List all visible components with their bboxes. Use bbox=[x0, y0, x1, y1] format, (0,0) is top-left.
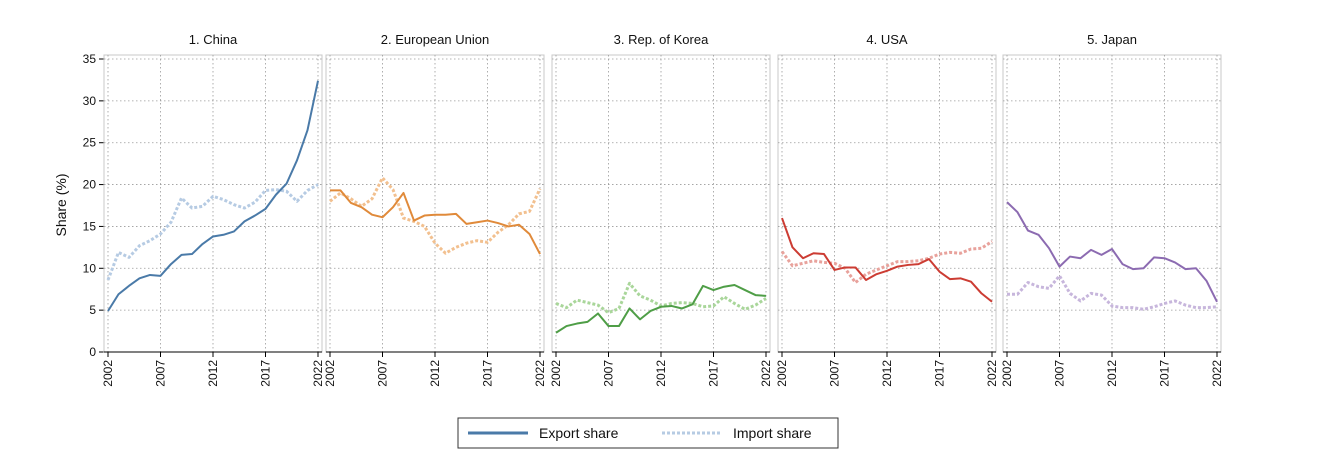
x-tick-label: 2007 bbox=[376, 360, 390, 387]
panel-3: 3. Rep. of Korea 2002 2007 2012 2017 2022 bbox=[549, 32, 773, 387]
export-share-line bbox=[330, 189, 541, 255]
panel-title: 4. USA bbox=[866, 32, 908, 47]
legend-import-label: Import share bbox=[733, 425, 812, 441]
y-axis: 0 5 10 15 20 25 30 35 bbox=[83, 52, 105, 359]
export-share-line bbox=[1006, 201, 1218, 303]
legend: Export share Import share bbox=[457, 417, 839, 449]
x-tick-label: 2002 bbox=[549, 360, 563, 387]
x-tick-label: 2007 bbox=[828, 360, 842, 387]
x-tick-label: 2022 bbox=[759, 360, 773, 387]
x-tick-label: 2002 bbox=[775, 360, 789, 387]
x-tick-label: 2007 bbox=[1053, 360, 1067, 387]
y-tick-label: 20 bbox=[83, 178, 97, 192]
y-tick-label: 5 bbox=[89, 303, 96, 317]
x-tick-label: 2022 bbox=[1210, 360, 1224, 387]
y-tick-label: 15 bbox=[83, 219, 97, 233]
x-tick-label: 2012 bbox=[1105, 360, 1119, 387]
export-share-line bbox=[555, 284, 767, 334]
panel-1: 1. China 2002 2007 2012 2017 2022 bbox=[101, 32, 325, 387]
import-share-line bbox=[106, 183, 319, 281]
x-tick-label: 2017 bbox=[259, 360, 273, 387]
import-share-line bbox=[329, 176, 542, 255]
y-tick-label: 30 bbox=[83, 94, 97, 108]
x-tick-label: 2012 bbox=[206, 360, 220, 387]
import-share-line bbox=[780, 240, 993, 285]
x-tick-label: 2002 bbox=[101, 360, 115, 387]
panel-5: 5. Japan 2002 2007 2012 2017 2022 bbox=[1000, 32, 1224, 387]
x-tick-label: 2007 bbox=[154, 360, 168, 387]
x-tick-label: 2022 bbox=[533, 360, 547, 387]
x-tick-label: 2012 bbox=[428, 360, 442, 387]
import-share-line bbox=[1007, 274, 1218, 311]
x-tick-label: 2002 bbox=[323, 360, 337, 387]
x-tick-label: 2017 bbox=[933, 360, 947, 387]
export-share-line bbox=[107, 80, 319, 312]
y-tick-label: 35 bbox=[83, 52, 97, 66]
panel-title: 1. China bbox=[189, 32, 238, 47]
y-tick-label: 10 bbox=[83, 261, 97, 275]
x-tick-label: 2017 bbox=[707, 360, 721, 387]
x-tick-label: 2017 bbox=[481, 360, 495, 387]
x-tick-label: 2002 bbox=[1000, 360, 1014, 387]
panel-title: 3. Rep. of Korea bbox=[614, 32, 709, 47]
panel-title: 2. European Union bbox=[381, 32, 489, 47]
y-tick-label: 25 bbox=[83, 136, 97, 150]
x-tick-label: 2017 bbox=[1158, 360, 1172, 387]
x-tick-label: 2022 bbox=[311, 360, 325, 387]
y-axis-label: Share (%) bbox=[53, 173, 69, 236]
panel-4: 4. USA 2002 2007 2012 2017 2022 bbox=[775, 32, 999, 387]
x-tick-label: 2012 bbox=[880, 360, 894, 387]
panel-title: 5. Japan bbox=[1087, 32, 1137, 47]
x-tick-label: 2022 bbox=[985, 360, 999, 387]
export-share-line bbox=[781, 217, 993, 303]
panel-2: 2. European Union 2002 2007 2012 2017 2022 bbox=[323, 32, 547, 387]
y-tick-label: 0 bbox=[89, 345, 96, 359]
legend-export-label: Export share bbox=[539, 425, 619, 441]
x-tick-label: 2012 bbox=[654, 360, 668, 387]
x-tick-label: 2007 bbox=[602, 360, 616, 387]
